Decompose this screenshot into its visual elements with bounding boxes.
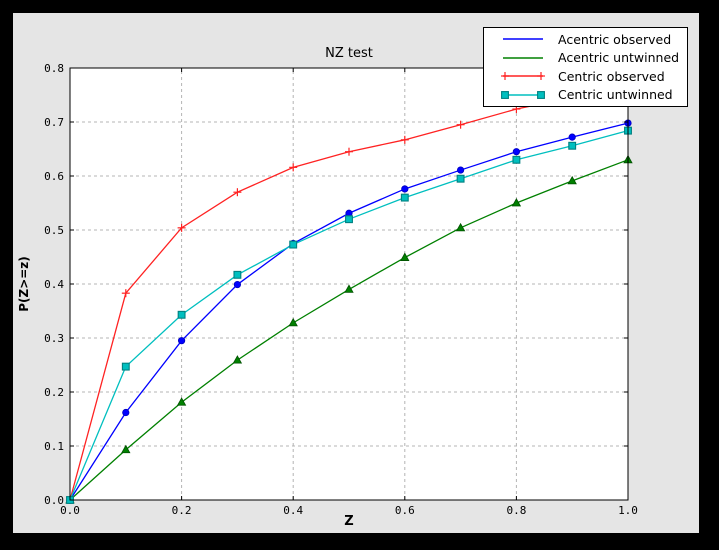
- x-tick-label: 0.8: [506, 504, 526, 517]
- triangle-marker: [232, 355, 243, 364]
- triangle-marker: [455, 222, 466, 232]
- circle-marker: [456, 166, 465, 174]
- x-tick-label: 0.2: [172, 504, 192, 517]
- triangle-marker: [288, 317, 298, 327]
- square-marker: [568, 141, 577, 150]
- square-marker: [121, 362, 130, 371]
- legend-label: Acentric untwinned: [558, 50, 680, 66]
- x-tick-label: 0.4: [283, 504, 303, 517]
- y-tick-label: 0.2: [44, 386, 64, 399]
- legend-label: Centric untwinned: [558, 87, 673, 103]
- square-marker: [233, 270, 242, 279]
- legend-line-sample-icon: [501, 72, 545, 81]
- y-tick-label: 0.3: [44, 332, 64, 345]
- square-marker: [537, 90, 545, 99]
- square-marker: [512, 155, 521, 164]
- legend-label: Centric observed: [558, 68, 665, 84]
- legend-item-acentric-observed: Acentric observed: [484, 31, 687, 48]
- x-tick-label: 1.0: [618, 504, 638, 517]
- circle-marker: [233, 280, 241, 289]
- x-tick-label: 0.0: [60, 504, 80, 517]
- legend-line-sample-icon: [503, 38, 543, 40]
- square-marker: [289, 240, 298, 249]
- y-tick-label: 0.5: [44, 224, 64, 237]
- legend-item-centric-untwinned: Centric untwinned: [484, 86, 687, 103]
- y-axis-label: P(Z>=z): [17, 256, 31, 312]
- y-tick-label: 0.6: [44, 170, 64, 183]
- triangle-marker: [344, 284, 354, 293]
- triangle-marker: [567, 175, 577, 185]
- circle-marker: [401, 185, 409, 193]
- legend-label: Acentric observed: [558, 31, 672, 47]
- y-tick-label: 0.7: [44, 116, 64, 129]
- triangle-marker: [176, 397, 187, 406]
- y-tick-label: 0.4: [44, 278, 64, 291]
- square-marker: [501, 90, 509, 99]
- triangle-marker: [121, 444, 131, 454]
- circle-marker: [512, 148, 521, 156]
- triangle-marker: [511, 197, 522, 207]
- legend-item-acentric-untwinned: Acentric untwinned: [484, 49, 687, 66]
- legend-item-centric-observed: Centric observed: [484, 68, 687, 85]
- square-marker: [456, 174, 465, 183]
- x-tick-label: 0.6: [395, 504, 415, 517]
- x-axis-label: Z: [344, 514, 354, 529]
- square-marker: [177, 310, 186, 319]
- circle-marker: [568, 133, 576, 141]
- chart-title: NZ test: [325, 46, 373, 61]
- y-tick-label: 0.8: [44, 62, 64, 75]
- y-tick-label: 0.1: [44, 440, 64, 453]
- triangle-marker: [400, 252, 410, 261]
- circle-marker: [122, 408, 130, 417]
- legend-line-sample-icon: [503, 57, 543, 59]
- y-tick-label: 0.0: [44, 494, 64, 507]
- legend-box: Acentric observed Acentric untwinned Cen…: [483, 27, 688, 107]
- legend-line-sample-icon: [501, 90, 545, 99]
- circle-marker: [178, 337, 186, 345]
- square-marker: [345, 215, 353, 224]
- square-marker: [400, 193, 409, 202]
